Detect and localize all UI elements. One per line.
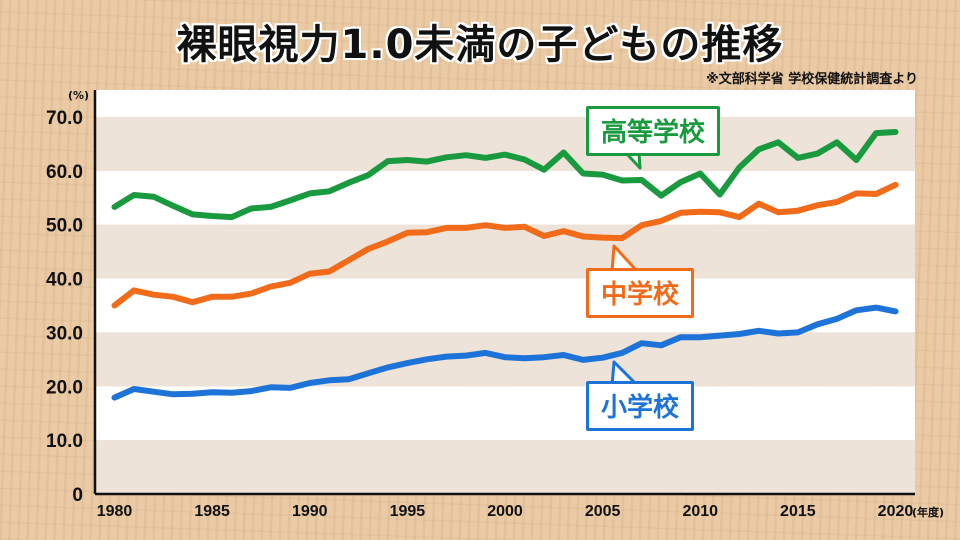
y-tick-label: 10.0 bbox=[46, 431, 83, 452]
x-tick-label: 1985 bbox=[194, 503, 230, 520]
background-band bbox=[95, 278, 915, 333]
series-line-2 bbox=[111, 304, 899, 401]
series-label-junior-high: 中学校 bbox=[586, 268, 695, 318]
series-line-1 bbox=[111, 181, 899, 309]
y-tick-label: 60.0 bbox=[46, 162, 83, 183]
background-band bbox=[95, 90, 915, 117]
axes bbox=[93, 90, 915, 496]
x-axis-unit: (年度) bbox=[912, 505, 944, 519]
y-tick-label: 20.0 bbox=[46, 377, 83, 398]
series-line-0 bbox=[111, 129, 899, 221]
x-tick-label: 2020 bbox=[878, 503, 914, 520]
x-tick-label: 2005 bbox=[585, 503, 621, 520]
x-tick-label: 2010 bbox=[682, 503, 718, 520]
background-band bbox=[95, 224, 915, 279]
background-band bbox=[95, 440, 915, 494]
y-tick-label: 70.0 bbox=[46, 108, 83, 129]
x-tick-label: 1990 bbox=[292, 503, 328, 520]
y-tick-label: 0 bbox=[72, 485, 83, 506]
background-bands bbox=[95, 90, 915, 494]
y-tick-label: 30.0 bbox=[46, 323, 83, 344]
x-tick-labels: 1980 1985 1990 1995 2000 2005 2010 2015 2020 bbox=[97, 503, 914, 520]
y-tick-label: 40.0 bbox=[46, 270, 83, 291]
x-tick-label: 1980 bbox=[97, 503, 133, 520]
x-tick-label: 1995 bbox=[390, 503, 426, 520]
y-tick-labels: 0 10.0 20.0 30.0 40.0 50.0 60.0 70.0 bbox=[46, 108, 83, 506]
x-tick-label: 2000 bbox=[487, 503, 523, 520]
y-axis-unit: (%) bbox=[68, 89, 89, 102]
series-label-high-school: 高等学校 bbox=[586, 106, 721, 156]
source-note: ※文部科学省 学校保健統計調査より bbox=[706, 72, 918, 87]
x-tick-label: 2015 bbox=[780, 503, 816, 520]
chart-title: 裸眼視力1.0未満の子どもの推移 bbox=[176, 22, 784, 68]
series-label-elementary: 小学校 bbox=[586, 381, 695, 431]
series-lines bbox=[111, 129, 899, 401]
y-tick-label: 50.0 bbox=[46, 216, 83, 237]
background-band bbox=[95, 116, 915, 171]
